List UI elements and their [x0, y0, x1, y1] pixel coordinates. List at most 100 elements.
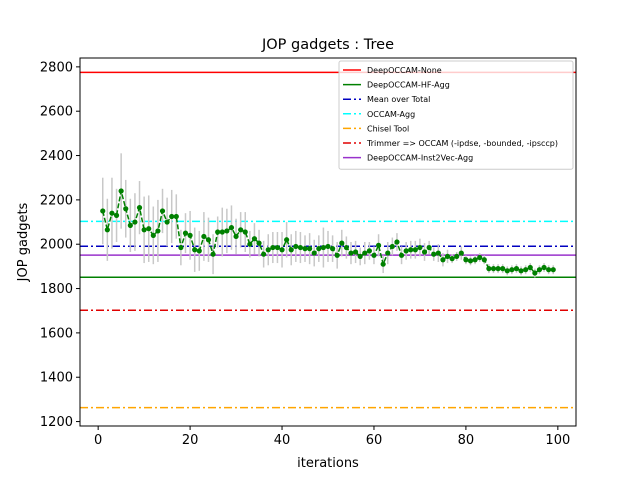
data-point-33: [251, 236, 258, 242]
data-point-85: [490, 266, 497, 272]
x-tick-label-0: 0: [94, 433, 102, 448]
data-point-10: [146, 226, 152, 232]
data-point-57: [362, 250, 368, 256]
data-point-34: [256, 240, 262, 246]
data-point-47: [316, 246, 322, 252]
data-point-8: [136, 205, 143, 211]
data-point-77: [454, 253, 460, 260]
data-point-49: [325, 243, 331, 250]
data-point-17: [178, 244, 184, 251]
data-point-78: [458, 250, 464, 256]
data-point-54: [348, 250, 354, 256]
data-point-71: [426, 244, 432, 251]
y-tick-label-1600: 1600: [40, 326, 73, 341]
data-point-27: [224, 228, 230, 234]
legend-label-3: OCCAM-Agg: [367, 110, 415, 119]
data-point-72: [431, 251, 437, 257]
data-point-67: [408, 247, 414, 253]
data-point-43: [297, 244, 304, 251]
data-point-12: [155, 228, 161, 234]
data-point-81: [472, 257, 478, 263]
data-point-92: [523, 267, 529, 273]
legend-label-2: Mean over Total: [367, 95, 430, 104]
data-point-58: [366, 248, 372, 254]
data-point-82: [477, 254, 483, 261]
legend-label-1: DeepOCCAM-HF-Agg: [367, 81, 450, 90]
x-tick-label-60: 60: [366, 433, 383, 448]
data-point-24: [210, 251, 216, 257]
data-point-60: [375, 242, 382, 248]
data-point-83: [481, 257, 487, 263]
data-point-76: [449, 256, 455, 262]
data-point-94: [532, 270, 538, 276]
data-point-98: [550, 267, 556, 273]
data-point-59: [371, 252, 377, 258]
data-point-4: [118, 188, 124, 194]
data-point-88: [504, 268, 510, 274]
data-point-53: [343, 244, 349, 251]
y-tick-label-2200: 2200: [40, 193, 73, 208]
data-point-91: [518, 268, 524, 274]
legend-label-0: DeepOCCAM-None: [367, 66, 442, 75]
data-point-29: [233, 233, 239, 240]
data-point-93: [527, 264, 533, 271]
plot-frame: [79, 57, 577, 427]
data-point-18: [182, 230, 189, 236]
data-point-9: [141, 227, 147, 233]
data-point-61: [380, 261, 386, 267]
data-point-79: [463, 257, 469, 263]
y-tick-label-2000: 2000: [40, 238, 73, 253]
data-point-66: [403, 248, 409, 254]
data-point-96: [541, 264, 547, 271]
data-point-75: [444, 253, 451, 260]
legend-label-5: Trimmer => OCCAM (-ipdse, -bounded, -ips…: [366, 139, 558, 148]
data-point-50: [329, 246, 336, 252]
data-point-45: [307, 246, 313, 252]
data-point-70: [421, 249, 428, 255]
data-point-44: [302, 246, 308, 252]
data-point-30: [238, 227, 244, 233]
data-point-36: [265, 247, 271, 253]
data-point-97: [546, 267, 552, 273]
data-point-42: [293, 243, 299, 250]
x-axis-title: iterations: [297, 456, 359, 471]
legend: DeepOCCAM-None DeepOCCAM-HF-Agg Mean over …: [338, 60, 574, 170]
data-point-7: [132, 219, 138, 225]
data-point-15: [169, 213, 175, 220]
data-point-35: [261, 251, 267, 257]
data-point-21: [196, 248, 202, 254]
legend-label-6: DeepOCCAM-Inst2Vec-Agg: [367, 154, 473, 163]
y-tick-label-2600: 2600: [40, 105, 73, 120]
y-tick-label-1200: 1200: [40, 415, 73, 430]
data-point-62: [385, 250, 391, 256]
data-point-56: [357, 253, 363, 260]
data-point-40: [284, 237, 290, 243]
data-point-37: [270, 244, 276, 251]
data-point-6: [127, 222, 133, 228]
x-tick-label-40: 40: [274, 433, 291, 448]
data-point-11: [150, 232, 156, 238]
data-point-73: [435, 250, 441, 256]
y-tick-label-2800: 2800: [40, 60, 73, 75]
data-point-80: [467, 258, 474, 264]
data-point-86: [495, 266, 501, 272]
data-point-20: [192, 247, 198, 253]
legend-label-4: Chisel Tool: [367, 124, 409, 133]
data-point-63: [389, 243, 395, 250]
x-tick-label-80: 80: [458, 433, 475, 448]
x-axis: 0 20 40 60 80 100: [94, 426, 570, 448]
data-point-74: [440, 257, 446, 263]
data-point-87: [500, 266, 506, 272]
data-point-48: [320, 244, 327, 251]
data-point-51: [334, 252, 340, 258]
data-point-68: [412, 247, 418, 253]
data-point-46: [311, 250, 317, 256]
data-point-19: [187, 232, 193, 238]
data-point-65: [398, 252, 405, 258]
chart-title: JOP gadgets : Tree: [261, 37, 394, 53]
data-point-2: [109, 210, 115, 216]
data-point-26: [219, 229, 225, 235]
data-point-41: [288, 247, 294, 253]
data-point-52: [339, 240, 345, 246]
